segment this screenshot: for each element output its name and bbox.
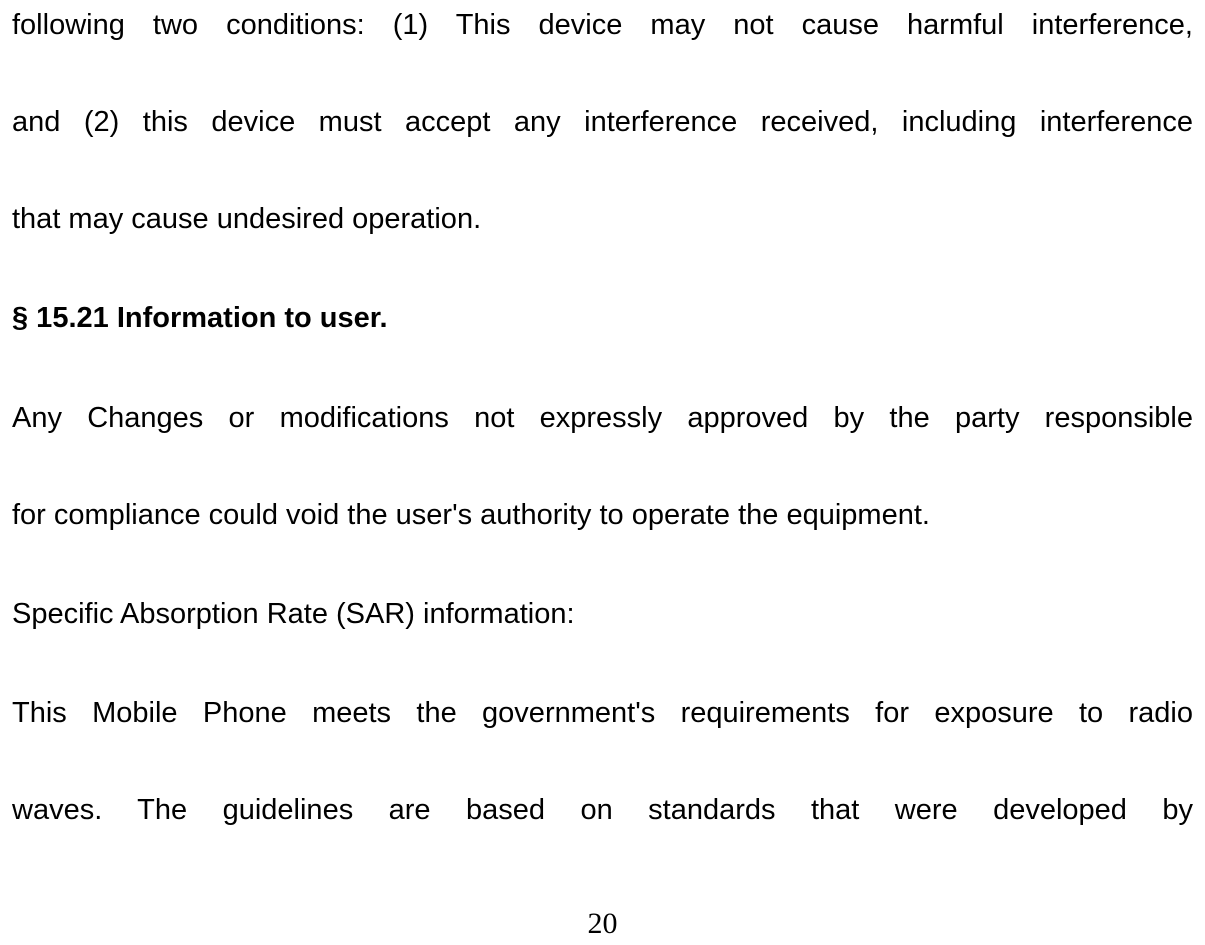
- body-paragraph-line: that may cause undesired operation.: [12, 200, 1193, 239]
- paragraph-gap: [12, 239, 1193, 299]
- paragraph-gap: [12, 339, 1193, 399]
- line-gap: [12, 142, 1193, 200]
- paragraph-gap: [12, 634, 1193, 694]
- line-gap: [12, 733, 1193, 791]
- section-heading: § 15.21 Information to user.: [12, 299, 1193, 338]
- body-paragraph-line: for compliance could void the user's aut…: [12, 496, 1193, 535]
- paragraph-gap: [12, 535, 1193, 595]
- body-paragraph-line: following two conditions: (1) This devic…: [12, 0, 1193, 45]
- line-gap: [12, 45, 1193, 103]
- body-paragraph-line: waves. The guidelines are based on stand…: [12, 791, 1193, 830]
- line-gap: [12, 438, 1193, 496]
- document-page: following two conditions: (1) This devic…: [0, 0, 1205, 945]
- body-paragraph-line: This Mobile Phone meets the government's…: [12, 694, 1193, 733]
- page-number: 20: [0, 907, 1205, 941]
- body-paragraph-line: Any Changes or modifications not express…: [12, 399, 1193, 438]
- body-paragraph-line: and (2) this device must accept any inte…: [12, 103, 1193, 142]
- body-paragraph-line: Specific Absorption Rate (SAR) informati…: [12, 595, 1193, 634]
